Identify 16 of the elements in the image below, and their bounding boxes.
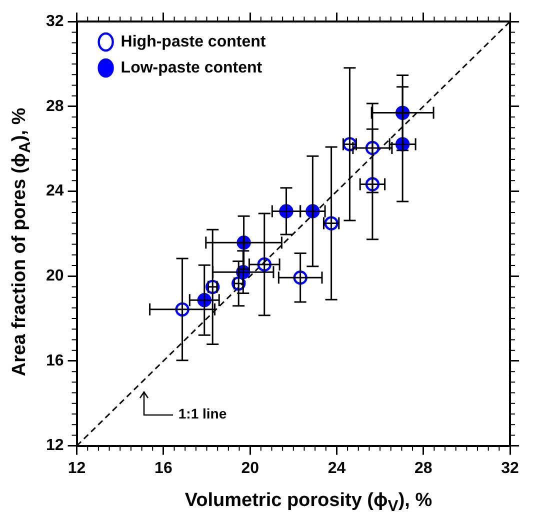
legend-label: High-paste content — [120, 33, 266, 50]
legend-label: Low-paste content — [120, 59, 263, 76]
y-tick-label: 32 — [46, 13, 64, 30]
y-tick-label: 24 — [46, 182, 64, 200]
y-tick-label: 20 — [46, 268, 64, 285]
x-tick-label: 20 — [241, 460, 260, 477]
x-tick-label: 12 — [68, 460, 86, 477]
y-tick-label: 28 — [46, 98, 64, 115]
x-axis-title: Volumetric porosity (ϕ$_{V}$), % — [184, 490, 434, 516]
x-tick-label: 16 — [154, 460, 172, 477]
annotation: 1:1 line — [178, 406, 227, 422]
y-tick-label: 16 — [46, 352, 64, 370]
x-tick-label: 28 — [414, 460, 432, 477]
y-tick-label: 12 — [46, 437, 64, 454]
x-tick-label: 32 — [501, 460, 519, 477]
x-tick-label: 24 — [328, 460, 346, 477]
